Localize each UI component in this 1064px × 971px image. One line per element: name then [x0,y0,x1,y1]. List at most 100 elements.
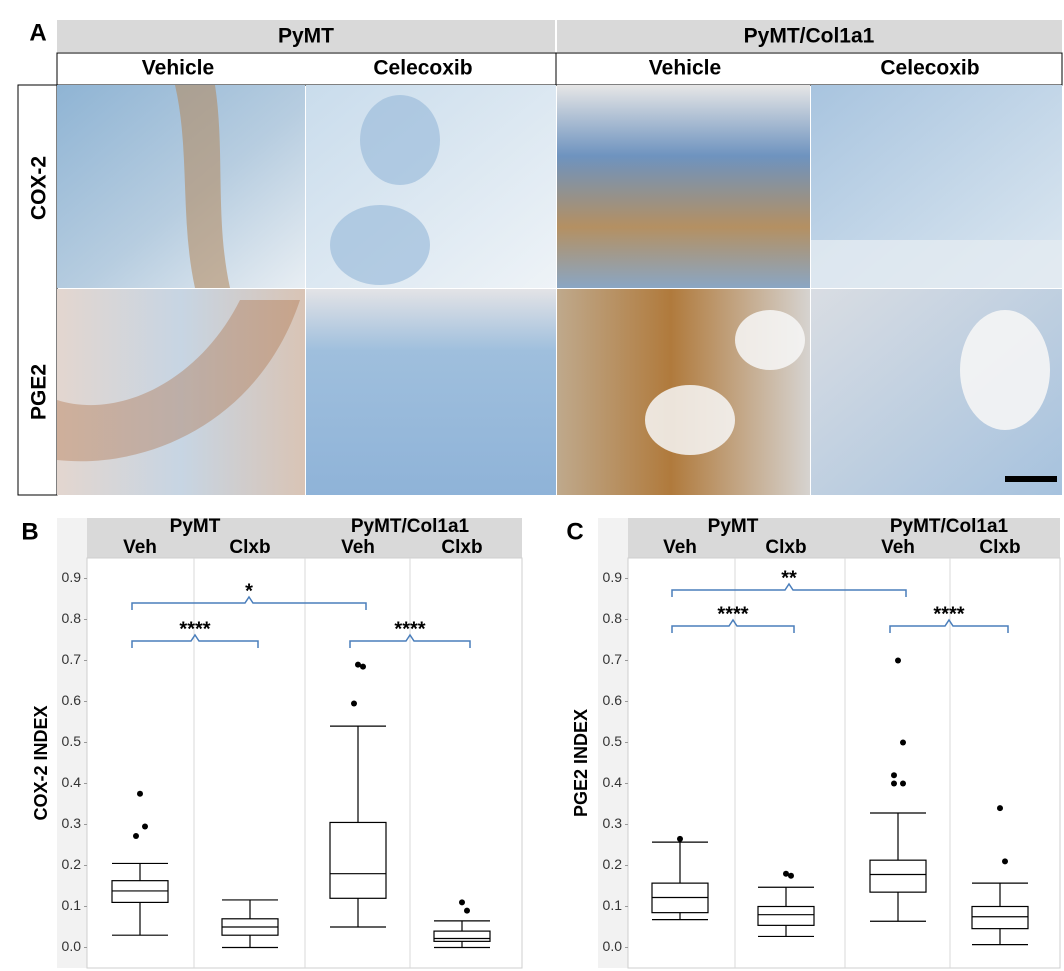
y-tick-label: 0.9 [603,569,623,585]
panel-label: A [29,19,46,46]
significance-label: **** [394,618,425,640]
row-label: COX-2 [28,156,51,220]
stain [57,300,300,462]
group-label: PyMT [278,25,334,48]
y-tick-label: 0.8 [62,610,82,626]
y-tick-label: 0.5 [603,733,623,749]
column-label: Vehicle [142,57,214,80]
category-label: Veh [881,537,915,558]
bracket [671,582,907,597]
y-tick-label: 0.8 [603,610,623,626]
box [111,880,169,903]
category-label: Veh [341,537,375,558]
group-label: PyMT/Col1a1 [744,25,875,48]
outlier [891,780,897,787]
outlier [133,832,139,839]
y-tick-label: 0.1 [62,897,82,913]
outlier [464,907,470,914]
y-tick-label: 0.7 [603,651,623,667]
y-tick-label: 0.7 [62,651,82,667]
outlier [142,823,148,830]
panel-a: A PyMT PyMT/Col1a1 Vehicle Celecoxib Veh… [17,19,1063,496]
bracket [131,633,259,648]
stain [175,85,230,288]
tissue [811,240,1062,288]
column-label: Vehicle [649,57,721,80]
fat-cell [735,310,805,370]
y-tick-label: 0.4 [603,774,623,790]
box [971,905,1029,930]
scale-bar [1005,476,1057,482]
y-tick-label: 0.6 [62,692,82,708]
group-header [57,20,1062,52]
row-header [17,84,58,496]
outlier [900,780,906,787]
outlier [677,835,683,842]
panel-label: C [566,518,583,545]
y-tick-label: 0.2 [62,856,82,872]
group-label: PyMT [708,516,759,537]
row-label: PGE2 [28,364,51,420]
outlier [895,657,901,664]
category-label: Veh [663,537,697,558]
axis-title: PGE2 INDEX [571,709,591,817]
box [757,905,815,926]
outlier [351,700,357,707]
outlier [997,805,1003,812]
fat-cell [960,310,1050,430]
y-tick-label: 0.0 [62,938,82,954]
tissue [360,95,440,185]
column-header [555,52,1063,86]
y-tick-label: 0.6 [603,692,623,708]
category-label: Clxb [979,537,1020,558]
tissue [330,205,430,285]
significance-label: **** [179,618,210,640]
outlier [459,899,465,906]
y-tick-label: 0.1 [603,897,623,913]
outlier [900,739,906,746]
outlier [783,870,789,877]
column-label: Celecoxib [373,57,472,80]
fat-cell [645,385,735,455]
outlier [1002,858,1008,865]
group-label: PyMT [170,516,221,537]
y-tick-label: 0.4 [62,774,82,790]
significance-label: ** [781,567,797,589]
significance-label: **** [933,603,964,625]
box [869,859,927,893]
significance-label: * [245,580,253,602]
category-label: Clxb [441,537,482,558]
axis-title: COX-2 INDEX [31,705,51,820]
outlier [137,790,143,797]
outlier [355,661,361,668]
micrograph [57,289,305,495]
outlier [788,872,794,879]
column-header [56,52,557,86]
header-band [628,518,1060,558]
micrograph [306,289,556,495]
axis-strip [598,518,628,968]
bracket [349,633,471,648]
outlier [891,772,897,779]
bracket [671,618,795,633]
y-tick-label: 0.3 [603,815,623,831]
category-label: Clxb [229,537,270,558]
micrograph [557,85,810,288]
bracket [889,618,1009,633]
group-label: PyMT/Col1a1 [890,516,1009,537]
bracket [131,595,367,610]
column-label: Celecoxib [880,57,979,80]
y-tick-label: 0.0 [603,938,623,954]
panel-label: B [21,518,38,545]
outlier [360,663,366,670]
category-label: Clxb [765,537,806,558]
header-band [87,518,522,558]
box [329,821,387,899]
y-tick-label: 0.2 [603,856,623,872]
y-tick-label: 0.3 [62,815,82,831]
y-tick-label: 0.5 [62,733,82,749]
significance-label: **** [717,603,748,625]
category-label: Veh [123,537,157,558]
